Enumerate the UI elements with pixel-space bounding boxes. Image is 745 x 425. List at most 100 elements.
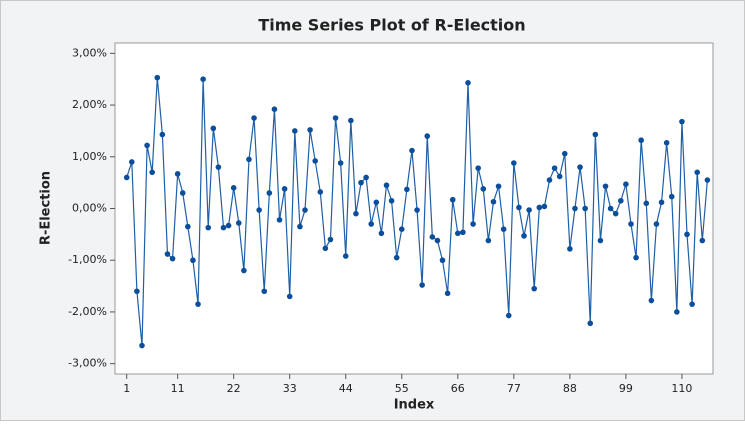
data-point [404, 186, 410, 193]
data-point [353, 210, 359, 217]
data-point [546, 177, 553, 183]
y-tick-label: -1,00% [68, 253, 107, 266]
data-point [516, 204, 522, 211]
x-tick-label: 77 [507, 382, 521, 395]
x-tick-label: 66 [451, 382, 465, 395]
data-point [648, 297, 655, 304]
data-point [312, 158, 318, 164]
data-point [286, 293, 293, 300]
data-point [521, 233, 527, 239]
data-point [261, 288, 268, 295]
data-point [169, 255, 176, 262]
data-point [475, 165, 481, 171]
x-tick-label: 1 [123, 382, 130, 395]
data-point [230, 185, 237, 191]
x-tick-label: 88 [563, 382, 577, 395]
data-point [154, 74, 161, 81]
data-point [144, 142, 150, 149]
data-point [241, 267, 247, 274]
data-point [179, 190, 186, 196]
data-point [129, 159, 135, 165]
data-point [139, 342, 145, 349]
data-point [444, 290, 451, 297]
data-point [612, 210, 619, 217]
data-point [246, 156, 252, 163]
data-point [393, 254, 400, 261]
x-tick-label: 33 [283, 382, 297, 395]
data-point [592, 131, 599, 138]
data-point [551, 165, 558, 171]
data-point [276, 217, 283, 223]
data-point [658, 199, 665, 206]
data-point [373, 199, 380, 206]
data-point [536, 204, 543, 211]
data-point [317, 189, 324, 195]
data-point [215, 164, 222, 170]
data-point [134, 288, 140, 295]
data-point [388, 197, 395, 204]
x-tick-label: 110 [671, 382, 692, 395]
y-tick-label: 0,00% [72, 202, 107, 215]
x-tick-label: 44 [339, 382, 353, 395]
data-point [297, 223, 303, 230]
data-point [383, 182, 390, 189]
data-point [225, 222, 232, 229]
data-point [210, 125, 217, 132]
data-point [694, 169, 701, 176]
data-point [398, 226, 405, 232]
x-tick-label: 11 [171, 382, 185, 395]
data-point [434, 237, 441, 244]
data-point [449, 196, 456, 203]
data-point [526, 207, 532, 213]
data-point [556, 173, 563, 180]
data-point [378, 230, 385, 237]
data-point [281, 186, 288, 192]
data-point [322, 245, 329, 252]
data-point [597, 237, 604, 244]
y-axis-label: R-Election [39, 171, 54, 245]
y-tick-label: -3,00% [68, 357, 107, 370]
data-point [292, 128, 298, 134]
data-point [623, 181, 629, 187]
data-point [251, 115, 257, 121]
data-point [465, 80, 471, 86]
data-point [643, 200, 650, 207]
data-point [271, 106, 278, 112]
data-point [460, 229, 466, 236]
data-point [123, 174, 130, 181]
data-point [511, 160, 517, 166]
y-tick-label: 1,00% [72, 150, 107, 163]
data-point [638, 137, 644, 144]
data-point [505, 312, 512, 319]
x-axis-label: Index [394, 398, 435, 413]
data-point [332, 115, 339, 121]
data-point [704, 177, 711, 183]
y-tick-label: 3,00% [72, 46, 107, 59]
data-point [327, 236, 334, 243]
data-point [185, 223, 191, 230]
data-point [577, 164, 583, 170]
data-point [342, 253, 349, 259]
data-point [159, 131, 166, 138]
data-point [485, 237, 492, 244]
data-point [582, 205, 588, 212]
data-point [205, 224, 212, 231]
data-point [684, 231, 690, 238]
data-point [149, 169, 155, 176]
y-tick-label: -2,00% [68, 305, 107, 318]
data-point [363, 174, 369, 181]
x-tick-label: 99 [619, 382, 633, 395]
data-point [495, 183, 502, 190]
data-point [653, 221, 660, 227]
data-point [490, 198, 497, 205]
x-tick-label: 55 [395, 382, 409, 395]
data-point [561, 150, 568, 157]
data-point [190, 257, 196, 264]
data-point [307, 127, 313, 133]
data-point [689, 301, 695, 307]
data-point [409, 147, 415, 154]
data-point [419, 282, 425, 288]
data-point [602, 183, 609, 190]
plot-area [114, 42, 714, 375]
